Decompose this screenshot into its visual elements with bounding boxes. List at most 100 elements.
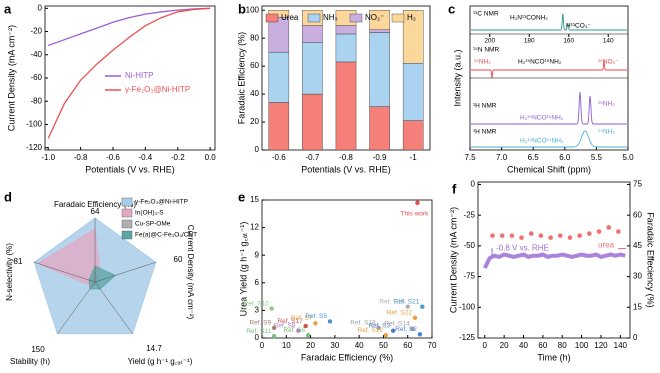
y-axis-label: Urea Yield (g h⁻¹ g꜀ₐₜ⁻¹)	[238, 222, 248, 317]
bar-segment	[369, 9, 390, 30]
scatter-point	[313, 321, 318, 326]
x-tick-label: 30	[330, 341, 339, 350]
top-tick-label: 200	[484, 38, 495, 45]
panel-label: f	[452, 181, 457, 196]
x-tick-label: 40	[355, 341, 364, 350]
x-tick-label: -0.4	[138, 153, 152, 162]
x-tick-label: 10	[282, 341, 291, 350]
fe-point	[616, 229, 621, 234]
bar-segment	[369, 29, 390, 33]
scatter-point	[410, 326, 415, 331]
x-axis-label: Potentials (V vs. RHE)	[85, 164, 175, 174]
x-tick-label: -0.8	[339, 153, 353, 162]
top-tick-label: 180	[524, 38, 535, 45]
bar-segment	[268, 9, 290, 18]
x-axis-label: Potentials (V vs. RHE)	[301, 164, 391, 174]
point-label: Ref. S22	[387, 309, 413, 316]
fe-point	[567, 235, 573, 240]
legend-label: Urea	[281, 13, 299, 22]
y-axis-label: Current Density (mA cm⁻²)	[6, 25, 16, 131]
point-label: Ref. S21	[394, 298, 420, 305]
x-axis-label: Time (h)	[537, 352, 570, 362]
x-tick-label: -0.8	[74, 153, 88, 162]
legend-label: NO₂⁻	[365, 13, 384, 22]
x-tick-label: -1.0	[41, 153, 55, 162]
y-tick-label: -60	[30, 73, 42, 82]
x-tick-label: 100	[575, 341, 589, 350]
legend-swatch	[349, 13, 363, 23]
point-label: Ref. S7	[291, 315, 313, 322]
y-tick-label: 40	[250, 89, 259, 98]
y-tick-label: -120	[26, 143, 43, 152]
y-tick-label: 6	[255, 278, 260, 287]
x-tick-label: 120	[594, 341, 608, 350]
annotation: -0.8 V vs. RHE	[496, 243, 549, 252]
spectrum	[471, 91, 627, 125]
x-tick-label: 0	[483, 341, 488, 350]
annotation: H₂N¹³CONH₂	[510, 15, 548, 22]
y-tick-label: -125	[459, 333, 476, 342]
x-tick-label: 60	[538, 341, 547, 350]
x-tick-label: -1	[410, 153, 418, 162]
legend-label: H₂	[407, 13, 416, 22]
radar-axis-label: N-selectivity (%)	[5, 243, 14, 301]
fe-point	[557, 233, 563, 238]
scatter-point	[417, 332, 423, 337]
x-tick-label: 6.0	[559, 153, 571, 162]
spectrum	[471, 130, 627, 148]
annotation: ¹⁴NH₂	[598, 129, 615, 136]
annotation: H¹³CO₃⁻	[566, 23, 591, 30]
y-tick-label: 0	[255, 145, 260, 154]
y-tick-label: 0	[38, 3, 43, 12]
point-label: Ref. S12	[358, 327, 384, 334]
x-tick-label: -0.9	[373, 153, 387, 162]
x-tick-label: -0.6	[106, 153, 120, 162]
bar-segment	[335, 25, 357, 35]
y-tick-label: -20	[30, 27, 42, 36]
legend-swatch	[121, 219, 133, 229]
y2-tick-label: 30	[633, 272, 642, 281]
bar-segment	[302, 93, 323, 151]
annotation: H₂¹⁴NCO¹⁴NH₂	[520, 138, 564, 145]
legend-swatch	[121, 208, 133, 218]
y-tick-label: -75	[463, 272, 475, 281]
fe-point	[606, 225, 612, 230]
bar-segment	[402, 120, 424, 151]
fe-point	[577, 233, 582, 238]
point-label: Ref. S9	[249, 320, 271, 327]
legend-label: γ-Fe₂O₃@Ni-HITP	[125, 85, 190, 94]
y2-tick-label: 0	[633, 333, 638, 342]
x-tick-label: 6.5	[528, 153, 540, 162]
y-tick-label: 12	[250, 223, 259, 232]
y-tick-label: -100	[26, 120, 43, 129]
radar-spoke	[57, 281, 96, 334]
annotation: ¹⁵NO₂⁻	[598, 59, 619, 66]
annotation: ¹⁵NH₂	[474, 59, 491, 66]
scatter-point	[390, 328, 396, 333]
scatter-point	[327, 319, 333, 324]
scatter-point	[383, 333, 389, 338]
y-tick-label: -100	[459, 302, 476, 311]
x-tick-label: 60	[403, 341, 412, 350]
scatter-point	[412, 315, 418, 320]
x-tick-label: -0.2	[171, 153, 185, 162]
legend-swatch	[265, 13, 279, 23]
point-label: Ref. S3	[368, 322, 390, 329]
annotation: ¹⁵NH₂	[598, 101, 615, 108]
y-tick-label: 0	[471, 180, 476, 189]
radar-axis-label: Yield (g h⁻¹ g꜀ₐₜ⁻¹)	[128, 357, 193, 366]
legend-label: γ-Fe₂O₃@Ni-HITP	[135, 199, 188, 206]
x-tick-label: 20	[500, 341, 509, 350]
top-tick-label: 160	[563, 38, 574, 45]
bar-segment	[268, 102, 290, 151]
fe-point	[509, 233, 515, 238]
y-tick-label: 3	[255, 306, 260, 315]
x-axis-label: Chemical Shift (ppm)	[507, 164, 591, 174]
x-tick-label: 5.5	[591, 153, 603, 162]
panel-label: a	[4, 1, 12, 16]
annotation: H₂¹⁵NCO¹⁵NH₂	[520, 115, 564, 122]
top-tick-label: 140	[603, 38, 614, 45]
point-label: Ref. S2	[395, 326, 417, 333]
legend-label: urea	[598, 241, 615, 250]
